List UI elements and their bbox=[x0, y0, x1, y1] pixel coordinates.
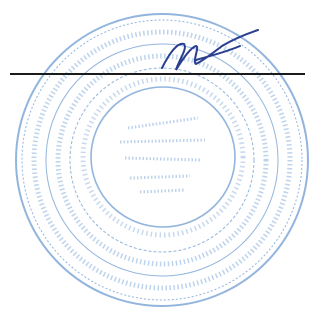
page: {} html, body { margin: 0; padding: 0; b… bbox=[0, 0, 309, 314]
page-body bbox=[0, 0, 309, 314]
stamp-scan bbox=[0, 0, 309, 314]
